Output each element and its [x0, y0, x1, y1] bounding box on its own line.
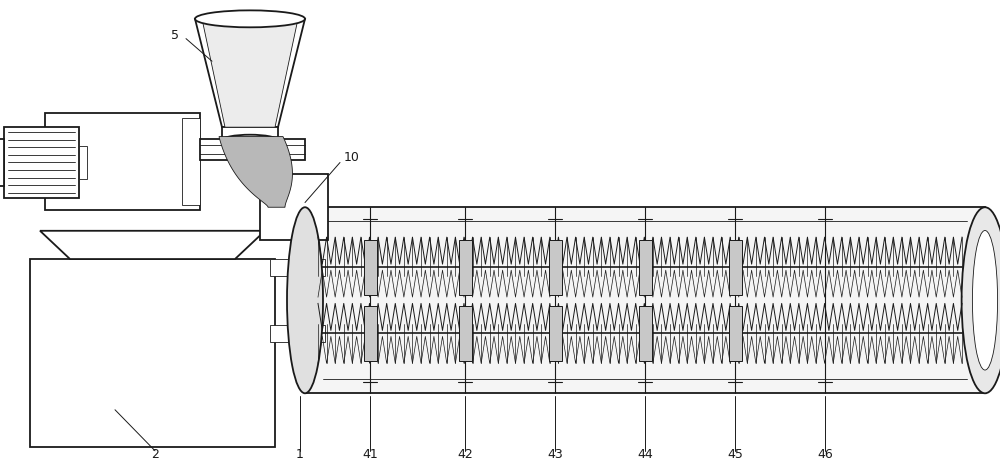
Bar	[79, 146, 87, 179]
Bar	[549, 306, 562, 361]
Text: 41: 41	[362, 448, 378, 461]
Ellipse shape	[222, 135, 278, 146]
Bar	[200, 139, 305, 160]
Bar	[222, 127, 278, 140]
Bar	[305, 207, 985, 393]
Bar	[364, 306, 376, 361]
Bar	[45, 113, 200, 210]
Bar	[364, 239, 376, 295]
Polygon shape	[40, 231, 265, 259]
Text: 44: 44	[637, 448, 653, 461]
Text: 45: 45	[727, 448, 743, 461]
Text: 43: 43	[547, 448, 563, 461]
Bar	[0, 139, 4, 186]
Text: 5: 5	[171, 29, 179, 42]
Bar	[639, 306, 652, 361]
Bar	[639, 239, 652, 295]
Bar	[728, 239, 742, 295]
Bar	[4, 127, 79, 198]
Bar	[458, 239, 472, 295]
Ellipse shape	[962, 207, 1000, 393]
Bar	[549, 239, 562, 295]
Ellipse shape	[287, 207, 323, 393]
Text: 42: 42	[457, 448, 473, 461]
Bar	[30, 259, 275, 447]
Text: 46: 46	[817, 448, 833, 461]
Polygon shape	[219, 137, 292, 207]
Bar	[728, 306, 742, 361]
Polygon shape	[195, 19, 305, 127]
Bar	[260, 174, 328, 240]
Text: 1: 1	[296, 448, 304, 461]
Ellipse shape	[972, 230, 998, 370]
Text: 10: 10	[344, 151, 360, 164]
Ellipse shape	[195, 10, 305, 27]
Bar	[270, 325, 325, 342]
Polygon shape	[202, 19, 298, 127]
Text: 2: 2	[151, 448, 159, 461]
Bar	[458, 306, 472, 361]
Bar	[182, 118, 200, 205]
Bar	[270, 259, 325, 276]
